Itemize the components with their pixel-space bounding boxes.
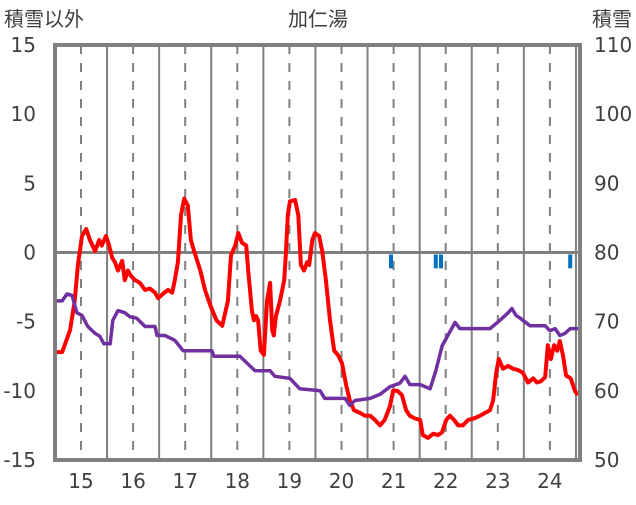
- left-tick-label: -15: [3, 448, 36, 472]
- x-tick-label: 24: [537, 469, 562, 493]
- x-tick-label: 16: [120, 469, 145, 493]
- plot-frame: [53, 43, 582, 462]
- bar: [568, 254, 573, 269]
- bar: [388, 254, 393, 269]
- bars: [388, 254, 573, 269]
- right-tick-label: 60: [594, 379, 619, 403]
- series-lines: [55, 196, 580, 440]
- right-tick-label: 80: [594, 241, 619, 265]
- left-tick-label: 0: [23, 241, 36, 265]
- left-tick-label: -5: [16, 310, 36, 334]
- series-purple-line: [55, 292, 578, 408]
- series-red-line: [55, 196, 580, 440]
- gridlines: [55, 45, 580, 460]
- x-tick-label: 21: [381, 469, 406, 493]
- right-tick-label: 90: [594, 171, 619, 195]
- left-tick-label: 5: [23, 171, 36, 195]
- x-tick-label: 19: [277, 469, 302, 493]
- left-tick-label: 15: [11, 33, 36, 57]
- right-tick-label: 50: [594, 448, 619, 472]
- left-tick-label: 10: [11, 102, 36, 126]
- bar: [439, 254, 444, 269]
- tick-labels: 15 16 17 18 19 20 21 22 23 24151050-5-10-15110100…: [3, 33, 632, 493]
- bar: [433, 254, 438, 269]
- x-tick-label: 23: [485, 469, 510, 493]
- left-axis-title: 積雪以外: [4, 7, 84, 31]
- x-tick-label: 18: [225, 469, 250, 493]
- left-tick-label: -10: [3, 379, 36, 403]
- right-tick-label: 110: [594, 33, 632, 57]
- x-tick-label: 17: [172, 469, 197, 493]
- right-axis-title: 積雪: [592, 7, 632, 31]
- x-tick-label: 20: [329, 469, 354, 493]
- x-tick-label: 15: [68, 469, 93, 493]
- x-tick-label: 22: [433, 469, 458, 493]
- right-tick-label: 100: [594, 102, 632, 126]
- chart-title: 加仁湯: [288, 7, 348, 31]
- right-tick-label: 70: [594, 310, 619, 334]
